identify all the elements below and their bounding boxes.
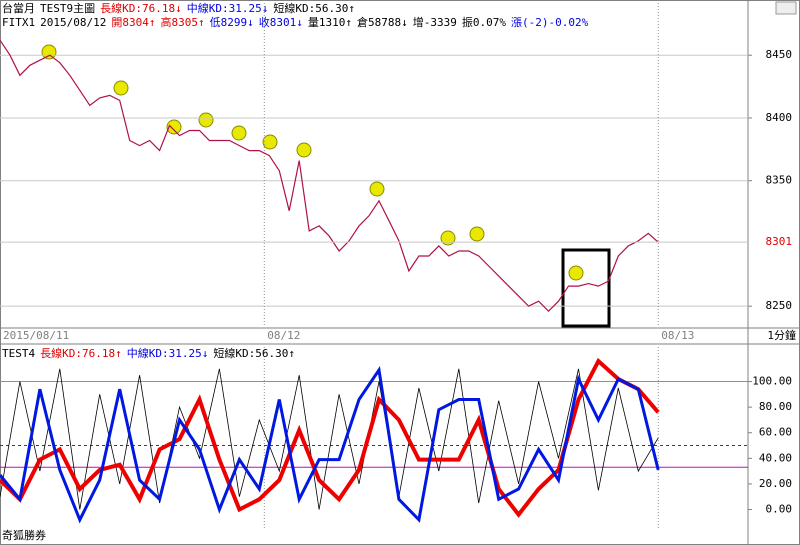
header-item: 短線KD:56.30↑ [213, 347, 295, 360]
header-item: 短線KD:56.30↑ [273, 2, 355, 15]
y-tick-label: 8400 [766, 111, 793, 124]
signal-icon [262, 134, 278, 150]
signal-icon [166, 119, 182, 135]
header-item: 長線KD:76.18↑ [40, 347, 122, 360]
header-item: 漲(-2)-0.02% [510, 16, 589, 29]
signal-icons [41, 44, 584, 281]
y-tick-label: 0.00 [766, 503, 793, 516]
y-tick-label: 80.00 [759, 400, 792, 413]
signal-icon [369, 181, 385, 197]
header-item: 中線KD:31.25↓ [186, 2, 269, 15]
signal-icon [113, 80, 129, 96]
header-item: 低8299↓ [209, 16, 254, 29]
indicator-line [0, 365, 660, 524]
signal-icon [440, 230, 456, 246]
y-tick-label: 8350 [766, 174, 793, 187]
window-icon[interactable] [775, 1, 797, 15]
y-tick-label: 100.00 [752, 375, 792, 388]
signal-icon [41, 44, 57, 60]
header-item: 收8301↓ [258, 16, 303, 29]
header-item: 增-3339 [412, 16, 457, 29]
header-item: TEST4 [2, 347, 36, 360]
header-item: 台當月 [2, 2, 35, 15]
footer: 奇狐勝券 [2, 528, 46, 542]
signal-icon [231, 125, 247, 141]
header-item: 長線KD:76.18↓ [100, 2, 182, 15]
signal-icon [568, 265, 584, 281]
last-price-label: 8301 [766, 235, 793, 248]
signal-icon [296, 142, 312, 158]
x-tick-label: 08/13 [661, 329, 694, 342]
header-item: FITX1 [2, 16, 36, 29]
x-tick-label: 2015/08/11 [3, 329, 69, 342]
y-tick-label: 60.00 [759, 426, 792, 439]
indicator-line [0, 357, 660, 518]
signal-icon [469, 226, 485, 242]
indicator-header: TEST4 長線KD:76.18↑ 中線KD:31.25↓ 短線KD:56.30↑ [2, 345, 300, 361]
signal-icon [198, 112, 214, 128]
y-tick-label: 20.00 [759, 477, 792, 490]
header-line: FITX1 2015/08/12 開8304↑ 高8305↑ 低8299↓ 收8301↓ 量… [2, 14, 593, 30]
header-item: 振0.07% [461, 16, 506, 29]
header-item: 2015/08/12 [40, 16, 107, 29]
header-item: TEST9主圖 [40, 2, 96, 15]
timeframe[interactable]: 1分鐘 [767, 328, 796, 342]
header-item: 倉58788↓ [356, 16, 408, 29]
header-item: 開8304↑ [111, 16, 156, 29]
y-tick-label: 40.00 [759, 451, 792, 464]
highlight-box [561, 248, 611, 328]
header-line: 台當月 TEST9主圖 長線KD:76.18↓ 中線KD:31.25↓ 短線KD:56.… [2, 0, 360, 16]
price-line [0, 39, 659, 313]
header-item: 中線KD:31.25↓ [126, 347, 209, 360]
x-tick-label: 08/12 [267, 329, 300, 342]
header-item: 量1310↑ [307, 16, 352, 29]
y-tick-label: 8450 [766, 48, 793, 61]
header-item: 高8305↑ [160, 16, 205, 29]
y-tick-label: 8250 [766, 299, 793, 312]
